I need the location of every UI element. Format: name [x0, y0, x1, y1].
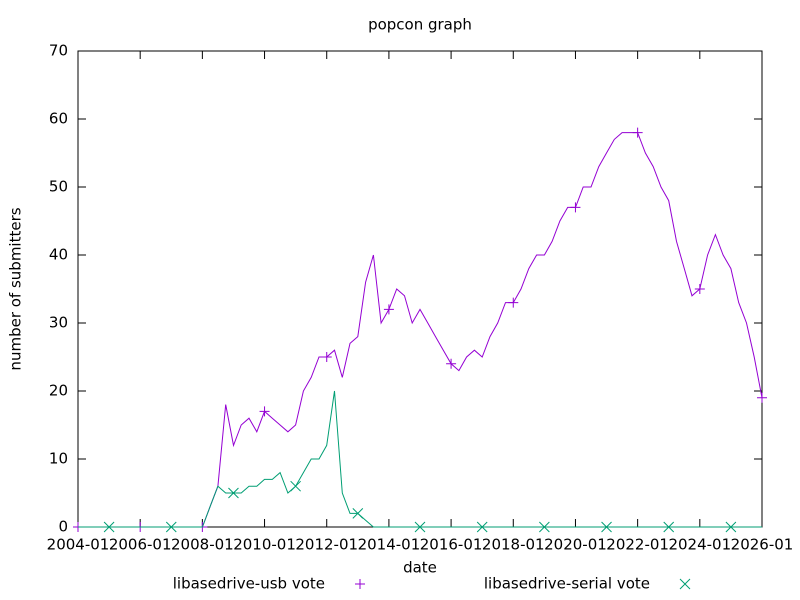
x-tick-label: 2012-01: [295, 536, 358, 554]
point-marker: [663, 521, 675, 533]
point-marker: [321, 352, 332, 362]
point-marker: [508, 297, 519, 308]
legend-marker: [355, 579, 365, 589]
y-tick-label: 60: [49, 110, 68, 128]
point-marker: [103, 521, 115, 533]
point-marker: [259, 406, 270, 417]
y-axis-label: number of submitters: [7, 207, 25, 370]
x-tick-label: 2024-01: [668, 536, 731, 554]
point-marker: [446, 358, 457, 369]
point-marker: [694, 284, 705, 294]
point-marker: [725, 521, 737, 533]
x-tick-label: 2006-01: [109, 536, 172, 554]
point-marker: [352, 508, 364, 519]
x-tick-label: 2014-01: [358, 536, 421, 554]
y-tick-label: 40: [49, 246, 68, 264]
x-tick-label: 2008-01: [171, 536, 234, 554]
y-tick-label: 20: [49, 382, 68, 400]
point-marker: [290, 480, 301, 492]
y-tick-label: 50: [49, 178, 68, 196]
y-tick-label: 70: [49, 42, 68, 60]
point-marker: [601, 521, 612, 533]
point-marker: [757, 392, 767, 403]
point-marker: [570, 202, 581, 213]
point-marker: [228, 487, 239, 499]
legend-label: libasedrive-usb vote: [173, 575, 325, 593]
x-tick-label: 2016-01: [420, 536, 483, 554]
x-tick-label: 2026-01: [731, 536, 794, 554]
x-tick-label: 2004-01: [47, 536, 110, 554]
x-tick-label: 2018-01: [482, 536, 545, 554]
x-tick-label: 2010-01: [233, 536, 296, 554]
x-axis-label: date: [403, 559, 437, 577]
legend-label: libasedrive-serial vote: [484, 575, 650, 593]
y-tick-label: 0: [58, 518, 68, 536]
y-tick-label: 30: [49, 314, 68, 332]
y-tick-label: 10: [49, 450, 68, 468]
point-marker: [414, 521, 426, 533]
point-marker: [165, 521, 177, 533]
legend-marker: [679, 578, 691, 590]
point-marker: [476, 521, 488, 533]
chart-title: popcon graph: [368, 16, 472, 34]
point-marker: [383, 304, 394, 315]
x-tick-label: 2020-01: [544, 536, 607, 554]
point-marker: [539, 521, 550, 533]
x-tick-label: 2022-01: [606, 536, 669, 554]
point-marker: [632, 127, 643, 138]
